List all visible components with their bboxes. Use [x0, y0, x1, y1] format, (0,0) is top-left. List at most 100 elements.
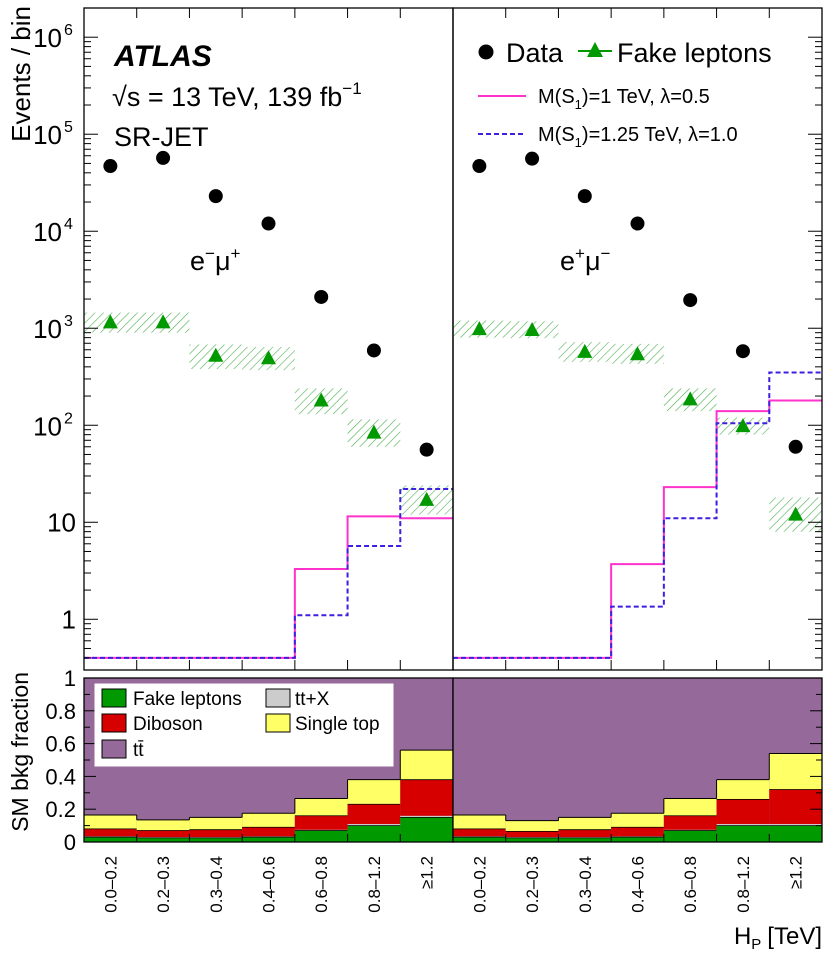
diboson-bar — [84, 828, 137, 837]
legend-bkg-ttbar: tt̄ — [133, 740, 144, 761]
ttx-bar — [242, 836, 295, 838]
ttx-bar — [136, 837, 190, 838]
fake-point — [313, 392, 329, 407]
legend-bkg-singletop: Single top — [295, 714, 380, 735]
diboson-bar — [558, 829, 612, 838]
singletop-bar — [400, 750, 453, 780]
experiment-label: ATLAS — [113, 40, 212, 73]
x-tick-label: 0.0–0.2 — [470, 856, 489, 913]
legend-sig2-label: M(S1)=1.25 TeV, λ=1.0 — [538, 124, 738, 150]
legend-bkg-diboson: Diboson — [133, 714, 203, 735]
y-tick-label: 10 — [47, 507, 76, 537]
fake-point — [682, 391, 698, 406]
fake-point — [102, 314, 118, 329]
signal-1tev-line — [453, 399, 822, 659]
ttx-bar — [294, 829, 348, 831]
singletop-bar — [189, 817, 243, 830]
diboson-bar — [611, 827, 664, 837]
singletop-bar — [558, 817, 612, 830]
signal-125tev-line — [84, 488, 453, 659]
signal-125tev-line — [453, 371, 822, 659]
atlas-label: ATLAS √s = 13 TeV, 139 fb−1 SR-JET — [112, 40, 362, 152]
diboson-bar — [189, 829, 243, 838]
x-tick-label: 0.8–1.2 — [734, 856, 753, 913]
top-legend: Data Fake leptons M(S1)=1 TeV, λ=0.5 M(S… — [478, 38, 772, 150]
fake-bar — [769, 825, 822, 842]
fake-point — [788, 506, 804, 521]
bottom-y-tick-label: 1 — [64, 666, 76, 691]
ttx-bar — [189, 837, 243, 838]
diboson-bar — [769, 789, 822, 824]
x-tick-label: 0.3–0.4 — [207, 856, 226, 913]
fake-bar — [716, 825, 770, 842]
fake-bar — [136, 837, 190, 842]
y-tick-label: 10 — [33, 120, 62, 150]
fake-bar — [505, 837, 559, 842]
panel-label: e+μ− — [560, 244, 611, 276]
data-point — [577, 189, 592, 204]
x-tick-label: 0.2–0.3 — [523, 856, 542, 913]
x-tick-label: 0.8–1.2 — [365, 856, 384, 913]
diboson-bar — [242, 827, 295, 837]
bottom-y-tick-label: 0.6 — [45, 732, 76, 757]
x-tick-label: 0.4–0.6 — [260, 856, 279, 913]
bottom-legend: Fake leptons tt+X Diboson Single top tt̄ — [94, 683, 394, 767]
fake-bar — [189, 837, 243, 842]
legend-ttbar-swatch — [101, 739, 127, 759]
diboson-bar — [136, 830, 190, 838]
data-point — [366, 343, 381, 358]
fake-point — [155, 314, 171, 329]
bottom-y-tick-label: 0.2 — [45, 797, 76, 822]
fake-point — [735, 418, 751, 433]
x-tick-label: 0.6–0.8 — [681, 856, 700, 913]
legend-bkg-ttx: tt+X — [295, 689, 330, 710]
y-tick-exponent: 5 — [64, 119, 73, 136]
fake-point — [208, 347, 224, 362]
fake-bar — [453, 837, 506, 842]
legend-data-marker — [478, 44, 494, 60]
ttx-bar — [769, 823, 822, 826]
data-point — [788, 439, 803, 454]
data-point — [472, 159, 487, 174]
fake-bar — [84, 837, 137, 842]
y-tick-label: 10 — [33, 217, 62, 247]
singletop-bar — [294, 798, 348, 816]
fake-point — [524, 321, 540, 336]
ttx-bar — [663, 829, 717, 831]
y-tick-label: 10 — [33, 314, 62, 344]
singletop-bar — [84, 814, 137, 829]
singletop-bar — [505, 820, 559, 832]
data-point — [630, 216, 645, 231]
legend-singletop-swatch — [265, 713, 291, 733]
legend-ttx-swatch — [265, 688, 291, 708]
region-label: SR-JET — [114, 122, 209, 152]
x-tick-label: 0.0–0.2 — [101, 856, 120, 913]
top-y-axis-label: Events / bin — [6, 6, 36, 142]
diboson-bar — [347, 804, 401, 824]
x-tick-label: 0.6–0.8 — [312, 856, 331, 913]
data-point — [208, 189, 223, 204]
x-tick-label: ≥1.2 — [787, 856, 806, 889]
y-tick-exponent: 4 — [64, 216, 73, 233]
data-point — [419, 442, 434, 457]
y-tick-exponent: 3 — [64, 313, 73, 330]
bottom-y-tick-label: 0.8 — [45, 699, 76, 724]
singletop-bar — [611, 813, 664, 828]
singletop-bar — [663, 798, 717, 816]
diboson-bar — [294, 815, 348, 830]
y-tick-label: 10 — [33, 411, 62, 441]
legend-fake-swatch — [101, 688, 127, 708]
signal-1tev-line — [84, 515, 453, 659]
x-tick-label: ≥1.2 — [418, 856, 437, 889]
x-tick-label: 0.2–0.3 — [154, 856, 173, 913]
legend-data-label: Data — [506, 38, 564, 68]
energy-label: √s = 13 TeV, 139 fb−1 — [112, 79, 362, 112]
fake-point — [471, 321, 487, 336]
ttx-bar — [453, 836, 506, 838]
ttx-bar — [611, 836, 664, 838]
singletop-bar — [716, 779, 770, 800]
singletop-bar — [242, 813, 295, 828]
diboson-bar — [663, 815, 717, 830]
diboson-bar — [400, 779, 453, 816]
fake-point — [261, 350, 276, 365]
